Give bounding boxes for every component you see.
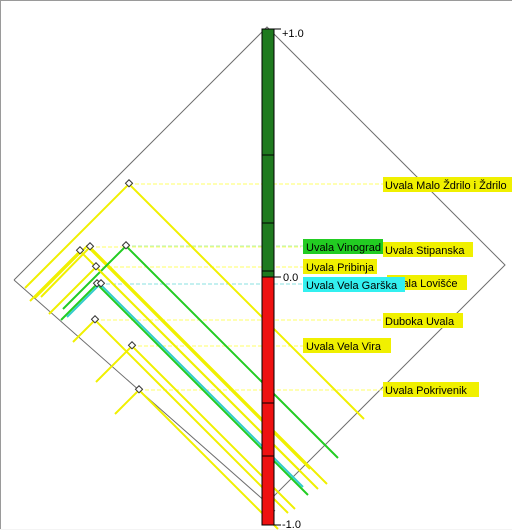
- label-malo-zdrilo-text: Uvala Malo Ždrilo i Ždrilo: [385, 179, 507, 192]
- scale-top-label: +1.0: [282, 28, 304, 40]
- diamond-frame: [13, 26, 506, 504]
- label-stipanska-text: Uvala Stipanska: [385, 245, 465, 257]
- label-pribinja: Uvala Pribinja: [303, 259, 377, 274]
- label-duboka-text: Duboka Uvala: [385, 316, 455, 328]
- label-stipanska: Uvala Stipanska: [383, 242, 473, 257]
- label-vela-garska-text: Uvala Vela Garška: [306, 280, 398, 292]
- label-duboka: Duboka Uvala: [383, 313, 463, 328]
- label-pokrivenik-text: Uvala Pokrivenik: [385, 385, 467, 397]
- label-vinograd-text: Uvala Vinograd: [306, 242, 381, 254]
- branch-lines: [24, 182, 365, 530]
- label-vela-garska: Uvala Vela Garška: [303, 277, 405, 292]
- correlation-bar: [261, 28, 281, 526]
- scale-bottom-label: -1.0: [282, 519, 301, 530]
- label-malo-zdrilo: Uvala Malo Ždrilo i Ždrilo: [383, 177, 512, 192]
- label-pokrivenik: Uvala Pokrivenik: [383, 382, 479, 397]
- label-vela-vira-text: Uvala Vela Vira: [306, 341, 382, 353]
- label-pribinja-text: Uvala Pribinja: [306, 262, 375, 274]
- label-losisce-text: Uvala Lovišće: [389, 278, 457, 290]
- label-losisce: Uvala Lovišće: [387, 275, 467, 290]
- scale-middle-label: 0.0: [283, 272, 298, 284]
- label-vela-vira: Uvala Vela Vira: [303, 338, 391, 353]
- node-markers: [75, 179, 144, 394]
- label-vinograd: Uvala Vinograd: [303, 239, 383, 254]
